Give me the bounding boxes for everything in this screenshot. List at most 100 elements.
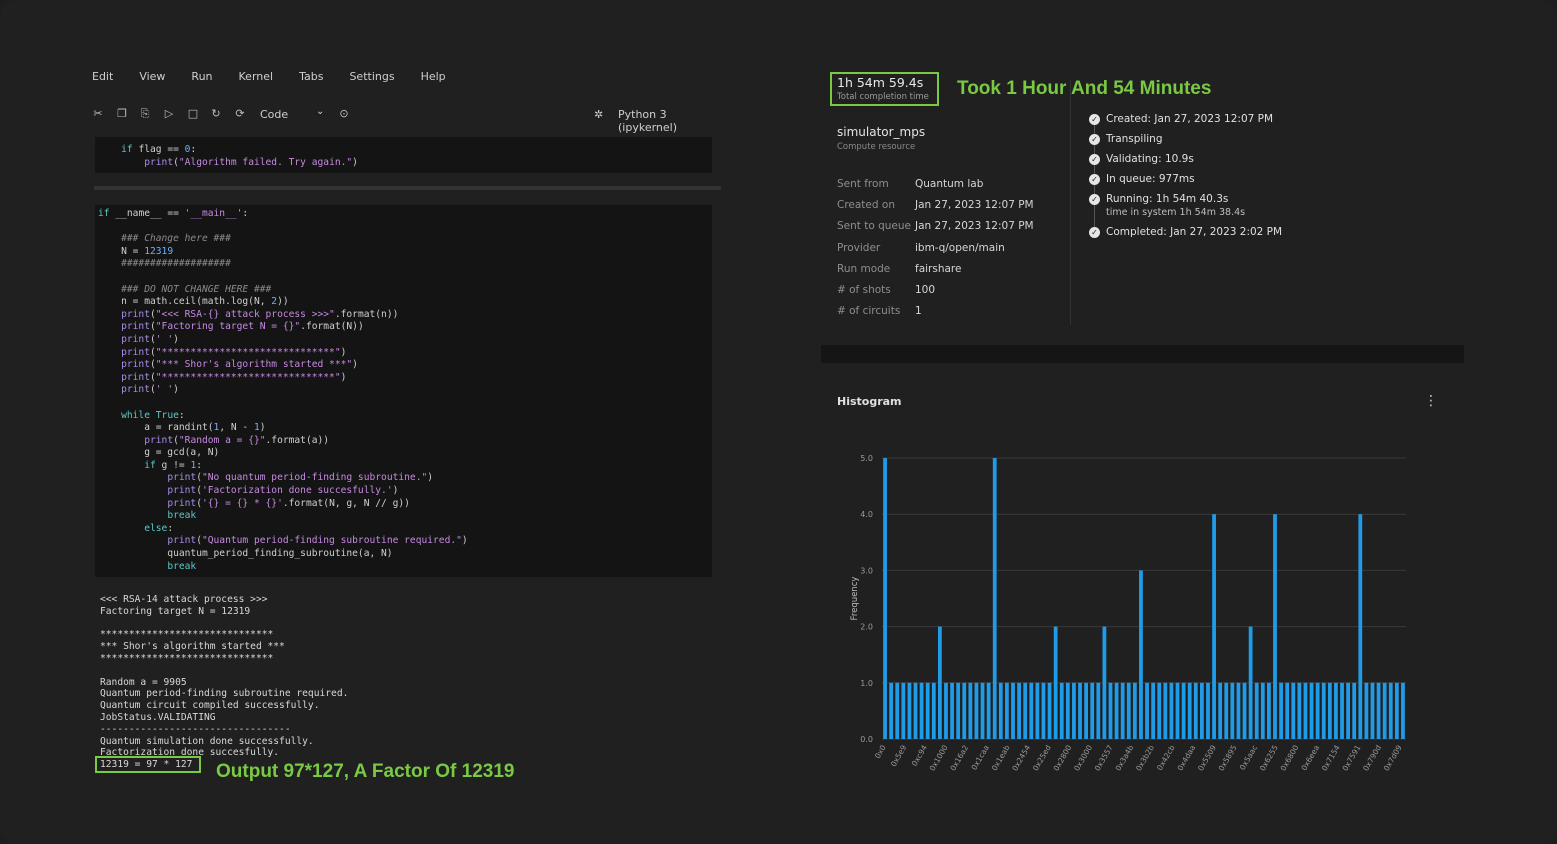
- histogram-bar: [1352, 682, 1357, 739]
- x-tick-label: 0x5aac: [1238, 744, 1259, 772]
- histogram-bar: [1145, 682, 1149, 739]
- histogram-bar: [986, 682, 991, 739]
- histogram-bar: [1370, 682, 1375, 739]
- job-property-row: Provider ibm-q/open/main: [837, 242, 1034, 263]
- code-line: ###################: [98, 258, 231, 270]
- menu-edit[interactable]: Edit: [92, 70, 114, 83]
- code-line: print("******************************"): [121, 371, 347, 383]
- histogram-bar: [1279, 682, 1283, 739]
- output-line: *** Shor's algorithm started ***: [100, 641, 285, 653]
- job-property-value: Quantum lab: [915, 178, 984, 190]
- histogram-bar: [968, 682, 973, 739]
- histogram-bar: [1394, 682, 1399, 739]
- job-property-key: # of shots: [837, 283, 891, 296]
- job-property-value: fairshare: [915, 262, 962, 275]
- chevron-down-icon[interactable]: ⌄: [316, 106, 325, 117]
- job-property-key: Provider: [837, 241, 881, 254]
- run-icon[interactable]: ▷: [164, 107, 174, 120]
- timeline-subtext: time in system 1h 54m 38.4s: [1106, 207, 1246, 218]
- histogram-bar: [1236, 682, 1241, 739]
- histogram-bar: [998, 682, 1003, 739]
- code-cell-top[interactable]: if flag == 0: print("Algorithm failed. T…: [95, 137, 712, 173]
- menu-view[interactable]: View: [139, 70, 166, 83]
- code-line: n = math.ceil(math.log(N, 2)): [98, 296, 289, 308]
- x-tick-label: 0x1000: [928, 743, 950, 772]
- timeline-item: ✓ Completed: Jan 27, 2023 2:02 PM: [1089, 226, 1282, 239]
- x-tick-label: 0x42cb: [1155, 743, 1177, 772]
- histogram-bar: [1285, 682, 1290, 739]
- compute-resource-label: Compute resource: [837, 142, 916, 152]
- stop-icon[interactable]: □: [187, 107, 199, 120]
- histogram-bar: [1376, 682, 1381, 739]
- kebab-menu-icon[interactable]: ⋮: [1424, 393, 1438, 409]
- kernel-name[interactable]: Python 3 (ipykernel): [618, 108, 678, 134]
- y-tick-label: 2.0: [860, 623, 873, 632]
- timeline-text: Validating: 10.9s: [1106, 153, 1194, 165]
- code-line: print("Random a = {}".format(a)): [144, 434, 330, 446]
- output-line: JobStatus.VALIDATING: [100, 711, 216, 723]
- menu-settings[interactable]: Settings: [349, 70, 395, 83]
- timeline-item: ✓ Transpiling: [1089, 133, 1282, 146]
- histogram-bar: [1242, 682, 1247, 739]
- output-line: Factoring target N = 12319: [100, 605, 251, 617]
- x-tick-label: 0x1caa: [969, 744, 990, 772]
- timeline-text: Completed: Jan 27, 2023 2:02 PM: [1106, 226, 1283, 238]
- timeline-item: ✓ Running: 1h 54m 40.3s time in system 1h …: [1089, 193, 1282, 219]
- x-tick-label: 0x25ed: [1031, 743, 1053, 772]
- histogram-bar: [1181, 682, 1186, 739]
- check-circle-icon: ✓: [1089, 194, 1100, 205]
- output-line: Quantum simulation done successfully.: [100, 735, 314, 747]
- y-axis-label: Frequency: [850, 577, 860, 621]
- menu-tabs[interactable]: Tabs: [299, 70, 324, 83]
- cell-type-select[interactable]: Code: [260, 108, 289, 121]
- histogram-bar: [1078, 682, 1082, 739]
- run-all-icon[interactable]: ⊙: [339, 107, 349, 120]
- histogram-bar: [944, 682, 948, 739]
- menu-kernel[interactable]: Kernel: [238, 70, 274, 83]
- code-line: ### Change here ###: [98, 233, 231, 245]
- status-timeline: ✓ Created: Jan 27, 2023 12:07 PM ✓ Transpil…: [1089, 113, 1282, 246]
- debugger-icon[interactable]: ✲: [594, 108, 604, 121]
- code-line: else:: [144, 522, 174, 534]
- time-annotation: Took 1 Hour And 54 Minutes: [957, 78, 1212, 99]
- histogram-bar: [980, 682, 985, 739]
- x-tick-label: 0x3a4b: [1114, 743, 1136, 772]
- code-line: print("Quantum period-finding subroutine…: [167, 535, 468, 547]
- copy-icon[interactable]: ❐: [117, 107, 127, 120]
- job-property-key: Created on: [837, 199, 895, 212]
- job-property-key: Run mode: [837, 262, 891, 275]
- histogram-bar: [1388, 682, 1393, 739]
- paste-icon[interactable]: ⎘: [140, 107, 150, 120]
- output-line: Quantum circuit compiled successfully.: [100, 700, 320, 712]
- cell-separator: [94, 186, 721, 190]
- x-tick-label: 0x2454: [1010, 743, 1032, 772]
- cut-icon[interactable]: ✂: [93, 107, 103, 120]
- job-property-key: Sent to queue: [837, 220, 912, 233]
- cell-output: <<< RSA-14 attack process >>> Factoring t…: [100, 594, 348, 771]
- code-line: g = gcd(a, N): [98, 447, 220, 459]
- job-property-value: Jan 27, 2023 12:07 PM: [915, 220, 1034, 233]
- code-cell-main[interactable]: if __name__ == '__main__': ### Change he…: [95, 205, 712, 577]
- job-property-row: # of shots 100: [837, 284, 1034, 305]
- menu-help[interactable]: Help: [420, 70, 446, 83]
- restart-icon[interactable]: ↻: [211, 107, 221, 120]
- histogram-bar: [1029, 682, 1034, 739]
- menu-run[interactable]: Run: [191, 70, 213, 83]
- histogram-bar: [1169, 682, 1174, 739]
- histogram-bar: [1340, 682, 1344, 739]
- code-line: quantum_period_finding_subroutine(a, N): [98, 548, 393, 560]
- x-tick-label: 0x1eab: [990, 743, 1012, 772]
- code-line: print("******************************"): [121, 346, 347, 358]
- x-tick-label: 0x5895: [1217, 743, 1239, 772]
- histogram-bar: [1163, 682, 1168, 739]
- timeline-text: Running: 1h 54m 40.3s: [1106, 193, 1229, 205]
- x-tick-label: 0x3b2b: [1134, 743, 1156, 772]
- compute-resource-value: simulator_mps: [837, 125, 926, 139]
- refresh-icon[interactable]: ⟳: [235, 107, 245, 120]
- output-line: ******************************: [100, 652, 274, 664]
- code-line: break: [167, 560, 197, 572]
- histogram-bar: [1132, 682, 1137, 739]
- histogram-bar: [895, 682, 900, 739]
- histogram-bar: [1053, 626, 1058, 739]
- histogram-bar: [1072, 682, 1076, 739]
